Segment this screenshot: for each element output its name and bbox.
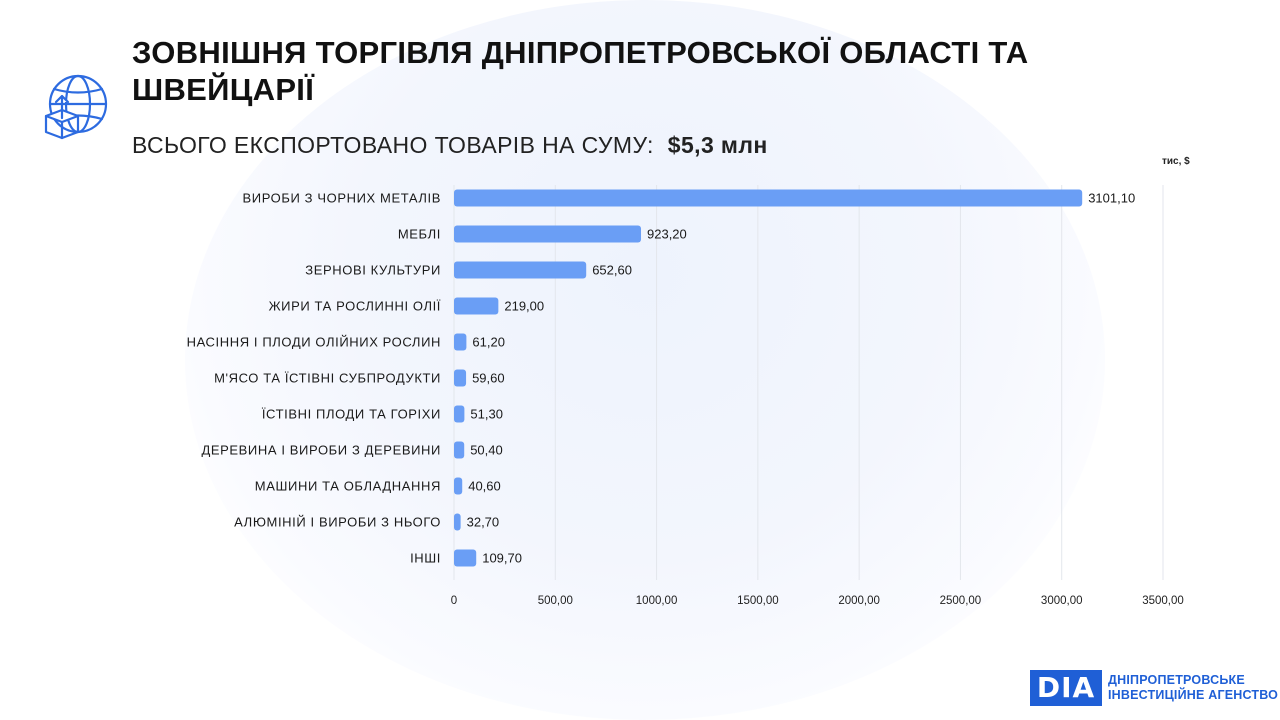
- x-tick-label: 2500,00: [940, 595, 982, 607]
- bar: [454, 549, 477, 567]
- export-total-amount: $5,3 млн: [667, 132, 768, 158]
- bar: [454, 225, 642, 243]
- category-label: МЕБЛІ: [398, 227, 441, 242]
- brand-logo: DIA ДНІПРОПЕТРОВСЬКЕ ІНВЕСТИЦІЙНЕ АГЕНСТ…: [1030, 670, 1278, 706]
- value-label: 652,60: [592, 263, 632, 278]
- category-label: МАШИНИ ТА ОБЛАДНАННЯ: [255, 479, 441, 494]
- x-tick-label: 2000,00: [838, 595, 880, 607]
- brand-mark: DIA: [1030, 670, 1102, 706]
- bar: [454, 477, 463, 495]
- bar: [454, 405, 465, 423]
- bar: [454, 441, 465, 459]
- export-total-label: ВСЬОГО ЕКСПОРТОВАНО ТОВАРІВ НА СУМУ:: [132, 132, 654, 158]
- value-label: 61,20: [472, 335, 505, 350]
- x-tick-label: 3000,00: [1041, 595, 1083, 607]
- unit-label: тис, $: [1162, 156, 1190, 167]
- export-total: ВСЬОГО ЕКСПОРТОВАНО ТОВАРІВ НА СУМУ: $5,3…: [132, 132, 768, 159]
- bar: [454, 513, 461, 531]
- bar: [454, 189, 1083, 207]
- x-tick-label: 3500,00: [1142, 595, 1184, 607]
- value-label: 59,60: [472, 371, 505, 386]
- value-label: 3101,10: [1088, 191, 1135, 206]
- x-tick-label: 500,00: [538, 595, 573, 607]
- brand-name-line2: ІНВЕСТИЦІЙНЕ АГЕНСТВО: [1108, 688, 1279, 702]
- value-label: 219,00: [504, 299, 544, 314]
- category-label: ЗЕРНОВІ КУЛЬТУРИ: [305, 263, 441, 278]
- page-title: ЗОВНІШНЯ ТОРГІВЛЯ ДНІПРОПЕТРОВСЬКОЇ ОБЛА…: [132, 35, 1029, 107]
- x-tick-label: 1000,00: [636, 595, 678, 607]
- brand-name-line1: ДНІПРОПЕТРОВСЬКЕ: [1108, 673, 1245, 687]
- bar-chart: 0 500,00 1000,00 1500,00 2000,00 2500,00 3000,…: [187, 185, 1184, 608]
- grid-lines: [453, 185, 1164, 580]
- background-shape: [185, 0, 1105, 720]
- bar: [454, 369, 467, 387]
- brand-name: ДНІПРОПЕТРОВСЬКЕ ІНВЕСТИЦІЙНЕ АГЕНСТВО: [1108, 673, 1278, 703]
- value-label: 40,60: [468, 479, 501, 494]
- labels: 0 500,00 1000,00 1500,00 2000,00 2500,00 3000,…: [187, 191, 1184, 608]
- category-label: ДЕРЕВИНА І ВИРОБИ З ДЕРЕВИНИ: [201, 443, 441, 458]
- value-label: 50,40: [470, 443, 503, 458]
- value-label: 923,20: [647, 227, 687, 242]
- category-label: М'ЯСО ТА ЇСТІВНІ СУБПРОДУКТИ: [214, 371, 441, 386]
- bar: [454, 333, 467, 351]
- x-tick-label: 0: [451, 595, 457, 607]
- category-label: ІНШІ: [410, 551, 441, 566]
- bar: [454, 261, 587, 279]
- value-label: 32,70: [467, 515, 500, 530]
- x-tick-label: 1500,00: [737, 595, 779, 607]
- category-label: ВИРОБИ З ЧОРНИХ МЕТАЛІВ: [242, 191, 441, 206]
- bar: [454, 297, 499, 315]
- category-label: НАСІННЯ І ПЛОДИ ОЛІЙНИХ РОСЛИН: [187, 335, 441, 350]
- value-label: 51,30: [470, 407, 503, 422]
- category-label: ЖИРИ ТА РОСЛИННІ ОЛІЇ: [269, 299, 441, 314]
- value-label: 109,70: [482, 551, 522, 566]
- category-label: ЇСТІВНІ ПЛОДИ ТА ГОРІХИ: [262, 407, 441, 422]
- globe-export-box-icon: [44, 74, 108, 140]
- category-label: АЛЮМІНІЙ І ВИРОБИ З НЬОГО: [234, 515, 441, 530]
- bars: [454, 189, 1083, 567]
